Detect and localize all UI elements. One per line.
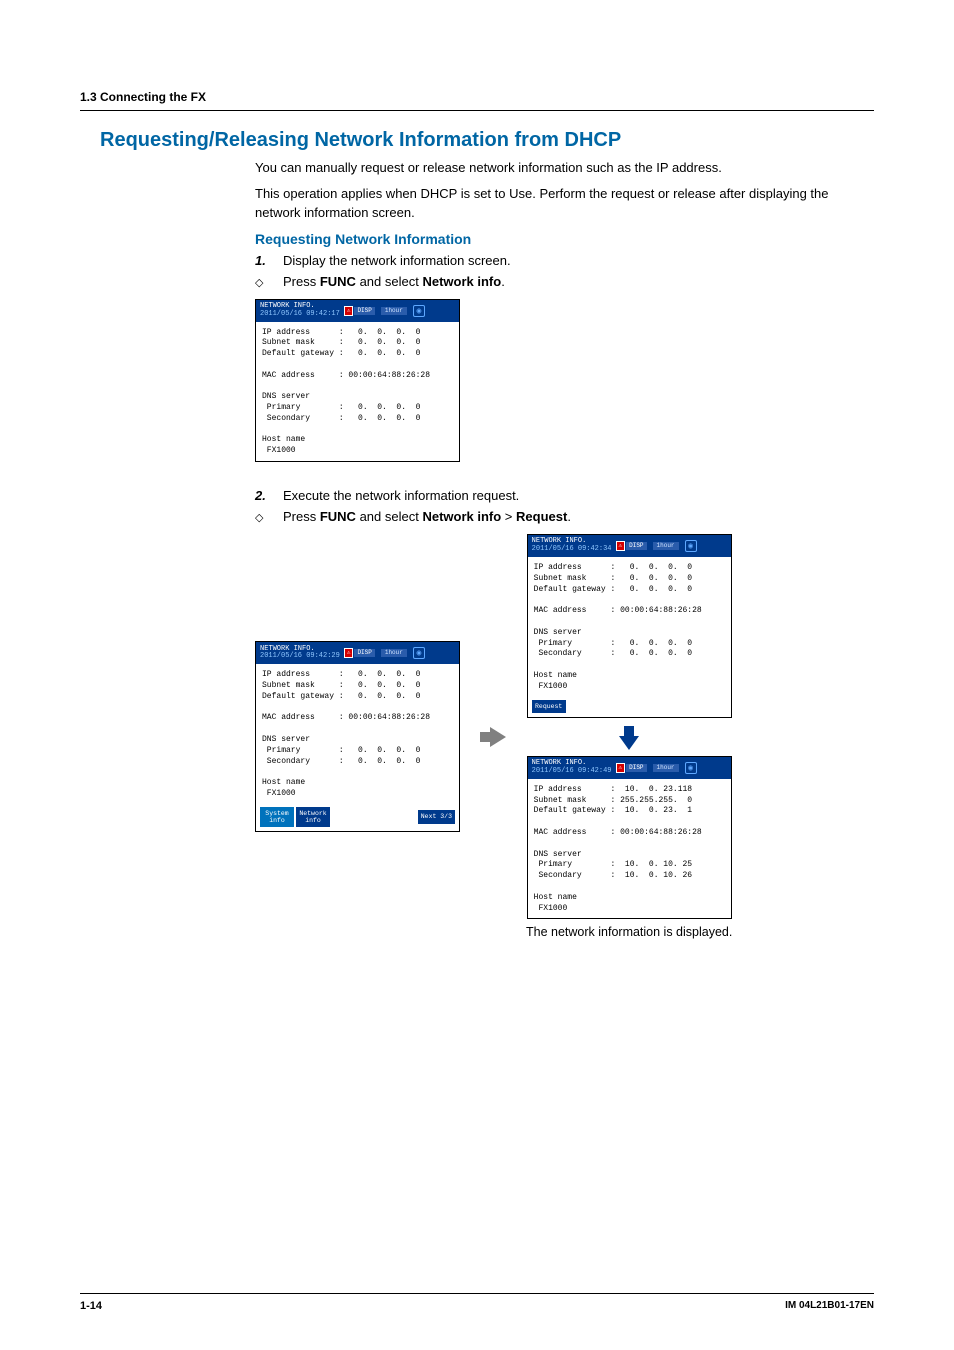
step-1-num: 1. bbox=[255, 253, 283, 268]
step-2-num: 2. bbox=[255, 488, 283, 503]
ss4-titlebar: NETWORK INFO. 2011/05/16 09:42:49 ⚠ DISP… bbox=[528, 757, 731, 779]
ss4-body: IP address : 10. 0. 23.118Subnet mask : … bbox=[528, 779, 731, 919]
screenshot-4: NETWORK INFO. 2011/05/16 09:42:49 ⚠ DISP… bbox=[527, 756, 732, 920]
disp-badge: DISP bbox=[354, 649, 374, 657]
request-button[interactable]: Request bbox=[532, 700, 566, 713]
system-info-button[interactable]: Systeminfo bbox=[260, 807, 294, 827]
ss2-timestamp: 2011/05/16 09:42:29 bbox=[260, 653, 340, 661]
disp-badge: DISP bbox=[354, 307, 374, 315]
sub-heading: Requesting Network Information bbox=[255, 231, 844, 247]
ss3-footer: Request bbox=[528, 697, 731, 717]
page-footer: 1-14 IM 04L21B01-17EN bbox=[80, 1293, 874, 1312]
diamond-icon: ◇ bbox=[255, 274, 283, 289]
intro-para-1: You can manually request or release netw… bbox=[255, 158, 844, 178]
bullet-1: ◇ Press FUNC and select Network info. bbox=[255, 274, 844, 289]
intro-para-2: This operation applies when DHCP is set … bbox=[255, 184, 844, 223]
time-badge: 1hour bbox=[381, 307, 407, 315]
disp-badge: DISP bbox=[626, 764, 646, 772]
step-1: 1. Display the network information scree… bbox=[255, 253, 844, 268]
record-icon: ◉ bbox=[413, 305, 425, 317]
next-button[interactable]: Next 3/3 bbox=[418, 810, 455, 823]
alert-icon: ⚠ bbox=[344, 648, 354, 658]
ss3-titlebar: NETWORK INFO. 2011/05/16 09:42:34 ⚠ DISP… bbox=[528, 535, 731, 557]
record-icon: ◉ bbox=[413, 647, 425, 659]
screenshot-3: NETWORK INFO. 2011/05/16 09:42:34 ⚠ DISP… bbox=[527, 534, 732, 718]
ss1-timestamp: 2011/05/16 09:42:17 bbox=[260, 311, 340, 319]
manual-id: IM 04L21B01-17EN bbox=[785, 1300, 874, 1312]
step-2: 2. Execute the network information reque… bbox=[255, 488, 844, 503]
section-title: Requesting/Releasing Network Information… bbox=[100, 129, 874, 152]
rule-top bbox=[80, 110, 874, 111]
time-badge: 1hour bbox=[381, 649, 407, 657]
disp-badge: DISP bbox=[626, 542, 646, 550]
diamond-icon: ◇ bbox=[255, 509, 283, 524]
flow-row: NETWORK INFO. 2011/05/16 09:42:29 ⚠ DISP… bbox=[255, 534, 844, 939]
alert-icon: ⚠ bbox=[616, 541, 626, 551]
alert-icon: ⚠ bbox=[616, 763, 626, 773]
alert-icon: ⚠ bbox=[344, 306, 354, 316]
record-icon: ◉ bbox=[685, 540, 697, 552]
rule-bottom bbox=[80, 1293, 874, 1294]
time-badge: 1hour bbox=[653, 542, 679, 550]
screenshot-1: NETWORK INFO. 2011/05/16 09:42:17 ⚠ DISP… bbox=[255, 299, 460, 463]
bullet-2: ◇ Press FUNC and select Network info > R… bbox=[255, 509, 844, 524]
ss3-timestamp: 2011/05/16 09:42:34 bbox=[532, 546, 612, 554]
ss3-body: IP address : 0. 0. 0. 0Subnet mask : 0. … bbox=[528, 557, 731, 697]
step-2-text: Execute the network information request. bbox=[283, 488, 519, 503]
ss1-body: IP address : 0. 0. 0. 0Subnet mask : 0. … bbox=[256, 322, 459, 462]
record-icon: ◉ bbox=[685, 762, 697, 774]
bullet-2-text: Press FUNC and select Network info > Req… bbox=[283, 509, 571, 524]
caption: The network information is displayed. bbox=[526, 925, 732, 939]
ss2-footer: Systeminfo Networkinfo Next 3/3 bbox=[256, 804, 459, 831]
ss2-titlebar: NETWORK INFO. 2011/05/16 09:42:29 ⚠ DISP… bbox=[256, 642, 459, 664]
page-number: 1-14 bbox=[80, 1300, 102, 1312]
ss1-titlebar: NETWORK INFO. 2011/05/16 09:42:17 ⚠ DISP… bbox=[256, 300, 459, 322]
step-1-text: Display the network information screen. bbox=[283, 253, 511, 268]
ss2-body: IP address : 0. 0. 0. 0Subnet mask : 0. … bbox=[256, 664, 459, 804]
breadcrumb: 1.3 Connecting the FX bbox=[80, 90, 874, 104]
network-info-button[interactable]: Networkinfo bbox=[296, 807, 330, 827]
ss4-timestamp: 2011/05/16 09:42:49 bbox=[532, 768, 612, 776]
time-badge: 1hour bbox=[653, 764, 679, 772]
screenshot-2: NETWORK INFO. 2011/05/16 09:42:29 ⚠ DISP… bbox=[255, 641, 460, 832]
bullet-1-text: Press FUNC and select Network info. bbox=[283, 274, 505, 289]
arrow-down-icon bbox=[619, 726, 639, 750]
arrow-right-icon bbox=[480, 727, 506, 747]
